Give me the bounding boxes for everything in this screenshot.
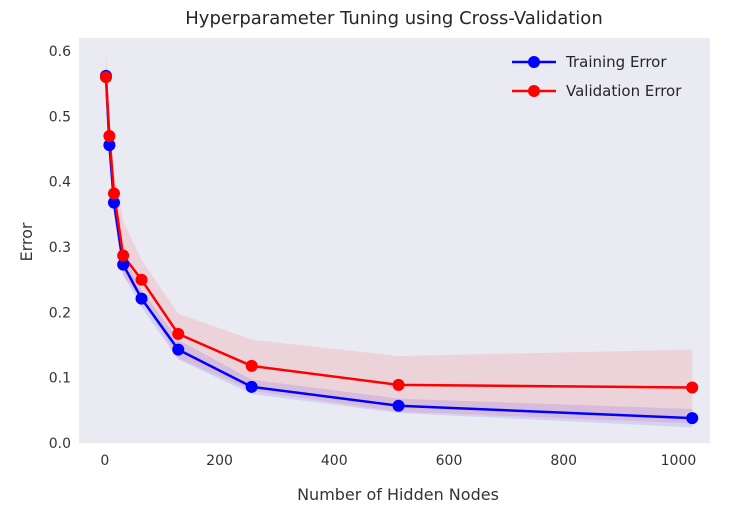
legend-marker-training [528, 56, 540, 68]
point-validation [107, 187, 120, 200]
point-validation [686, 381, 699, 394]
legend-marker-validation [528, 85, 540, 97]
point-training [392, 399, 405, 412]
y-axis-ticks: 0.0 0.1 0.2 0.3 0.4 0.5 0.6 [49, 44, 71, 452]
x-axis-ticks: 0 200 400 600 800 1000 [100, 453, 696, 469]
point-training [686, 412, 699, 425]
chart-title: Hyperparameter Tuning using Cross-Valida… [185, 8, 602, 29]
x-tick-label: 400 [321, 453, 348, 469]
y-axis-label: Error [17, 222, 36, 261]
y-tick-label: 0.3 [49, 240, 71, 256]
point-validation [135, 273, 148, 286]
x-tick-label: 0 [100, 453, 109, 469]
point-validation [245, 359, 258, 372]
x-tick-label: 1000 [661, 453, 697, 469]
y-tick-label: 0.4 [49, 175, 71, 191]
plot-background [79, 38, 710, 443]
legend: Training Error Validation Error [512, 53, 682, 100]
y-tick-label: 0.0 [49, 436, 71, 452]
y-tick-label: 0.5 [49, 109, 71, 125]
x-tick-label: 200 [206, 453, 233, 469]
point-training [117, 258, 130, 271]
legend-label-training: Training Error [565, 53, 667, 71]
series-points [99, 69, 699, 425]
point-training [245, 380, 258, 393]
point-training [172, 343, 185, 356]
point-training [103, 139, 116, 152]
point-validation [392, 378, 405, 391]
legend-label-validation: Validation Error [566, 82, 682, 100]
x-axis-label: Number of Hidden Nodes [297, 485, 499, 504]
point-training [107, 196, 120, 209]
point-validation [103, 129, 116, 142]
x-tick-label: 800 [550, 453, 577, 469]
point-validation [172, 327, 185, 340]
point-training [135, 292, 148, 305]
point-validation [117, 249, 130, 262]
y-tick-label: 0.2 [49, 305, 71, 321]
x-tick-label: 600 [436, 453, 463, 469]
y-tick-label: 0.1 [49, 371, 71, 387]
y-tick-label: 0.6 [49, 44, 71, 60]
point-validation [99, 71, 112, 84]
